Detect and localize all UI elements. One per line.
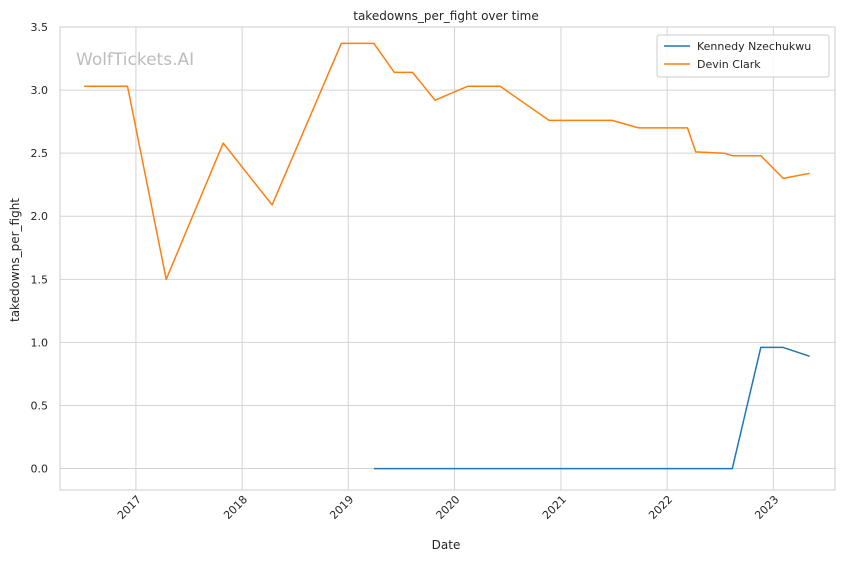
x-tick-label: 2023 xyxy=(752,493,781,522)
series-line-kennedy-nzechukwu xyxy=(373,346,810,470)
plot-area-frame xyxy=(59,26,836,491)
y-tick-label: 3.5 xyxy=(31,21,49,34)
tick-labels: 0.0 0.5 1.0 1.5 2.0 2.5 3.0 3.5 2017 2018 2019 2020… xyxy=(31,21,782,522)
y-tick-label: 1.0 xyxy=(31,336,49,349)
y-tick-label: 1.5 xyxy=(31,273,49,286)
legend: Kennedy Nzechukwu Devin Clark xyxy=(656,34,830,78)
y-tick-label: 3.0 xyxy=(31,84,49,97)
series-layer xyxy=(84,42,810,470)
y-axis-title: takedowns_per_fight xyxy=(8,198,22,322)
y-tick-label: 0.5 xyxy=(31,399,49,412)
legend-box xyxy=(656,34,830,78)
y-tick-label: 0.0 xyxy=(31,463,49,476)
x-tick-label: 2017 xyxy=(115,493,144,522)
x-tick-label: 2021 xyxy=(540,493,569,522)
y-tick-label: 2.5 xyxy=(31,147,49,160)
x-tick-label: 2018 xyxy=(221,493,250,522)
x-tick-label: 2022 xyxy=(646,493,675,522)
y-tick-label: 2.0 xyxy=(31,210,49,223)
legend-label-devin-clark: Devin Clark xyxy=(697,58,761,71)
chart-title: takedowns_per_fight over time xyxy=(353,9,539,23)
watermark-text: WolfTickets.AI xyxy=(76,50,194,70)
legend-label-kennedy-nzechukwu: Kennedy Nzechukwu xyxy=(697,40,811,53)
x-tick-label: 2020 xyxy=(434,493,463,522)
x-axis-title: Date xyxy=(432,538,461,552)
grid-layer xyxy=(60,26,835,490)
x-tick-label: 2019 xyxy=(327,493,356,522)
series-line-devin-clark xyxy=(84,42,810,281)
